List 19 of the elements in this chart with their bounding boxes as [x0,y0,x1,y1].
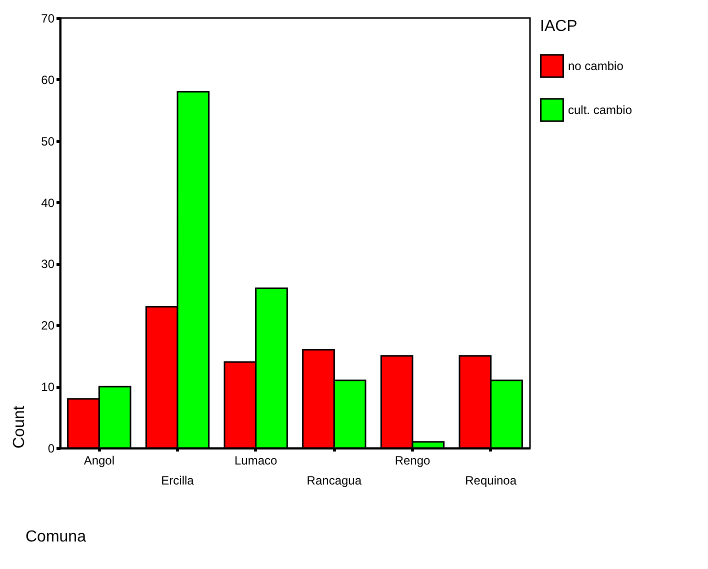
y-tick-label: 50 [41,134,55,148]
legend-title: IACP [540,18,578,35]
y-tick-label: 10 [41,380,55,394]
x-tick-label: Lumaco [234,454,278,468]
x-axis-title: Comuna [26,528,86,546]
x-tick-label: Requinoa [465,474,517,488]
y-axis-title: Count [11,405,28,448]
y-tick-label: 40 [41,196,55,210]
y-tick-label: 0 [48,442,55,456]
y-tick-label: 70 [41,12,55,26]
x-tick-label: Angol [84,454,115,468]
y-tick-label: 60 [41,72,55,87]
x-tick-label: Ercilla [161,474,194,488]
legend-label: no cambio [568,59,624,73]
y-tick-label: 20 [41,318,55,333]
y-tick-label: 30 [41,257,55,272]
x-tick-label: Rengo [394,454,430,468]
legend-label: cult. cambio [568,103,632,117]
x-tick-label: Rancagua [306,474,362,488]
